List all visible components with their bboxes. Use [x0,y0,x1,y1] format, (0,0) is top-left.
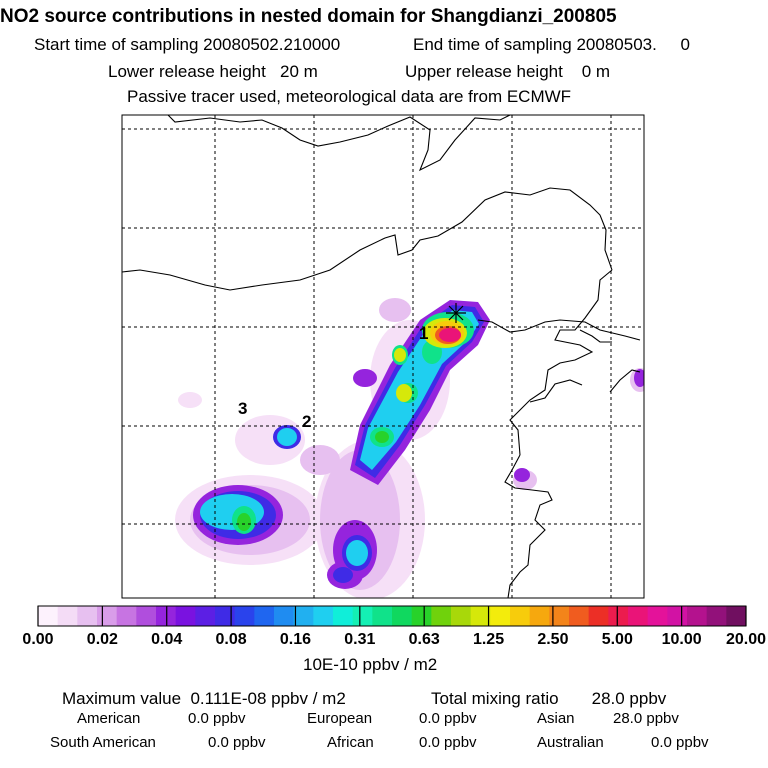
summary-label-australian: Australian [537,734,604,751]
site-label-3: 3 [238,399,247,418]
colorbar-cell [451,606,472,626]
colorbar-tick-label: 0.00 [22,631,54,648]
colorbar-tick-label: 0.04 [151,631,183,648]
summary-value-asian: 28.0 ppbv [613,710,679,727]
lat-lon-grid [122,115,644,598]
colorbar-cell [313,606,334,626]
colorbar-tick-label: 1.25 [472,631,505,648]
colorbar-tick-label: 10.00 [661,631,702,648]
colorbar-cell [293,606,314,626]
colorbar-cell [569,606,590,626]
summary-value-european: 0.0 ppbv [419,710,477,727]
colorbar-cell [333,606,354,626]
colorbar-cell [274,606,295,626]
colorbar-cell [549,606,570,626]
plot-title: NO2 source contributions in nested domai… [0,6,617,27]
start-sampling-text: Start time of sampling 20080502.210000 [34,35,341,54]
colorbar-cell [687,606,708,626]
summary-label-european: European [307,710,373,727]
colorbar-cell [510,606,531,626]
summary-label-asian: Asian [537,710,575,727]
colorbar-cell [97,606,118,626]
site-label-2: 2 [302,412,311,431]
colorbar-cell [116,606,137,626]
colorbar-cell [411,606,432,626]
colorbar-cell [726,606,747,626]
summary-value-south-american: 0.0 ppbv [208,734,266,751]
map-frame [121,114,645,599]
colorbar-cell [628,606,649,626]
colorbar-tick-label: 0.02 [86,631,118,648]
colorbar-cell [77,606,98,626]
summary-value-african: 0.0 ppbv [419,734,477,751]
colorbar-cell [352,606,373,626]
summary-value-american: 0.0 ppbv [188,710,246,727]
colorbar-cell [706,606,727,626]
tracer-note-text: Passive tracer used, meteorological data… [127,87,572,106]
total-mixing-ratio-text: Total mixing ratio 28.0 ppbv [431,689,667,708]
colorbar-ticks [37,606,747,626]
concentration-field [122,115,644,598]
colorbar-cell [215,606,236,626]
colorbar-tick-label: 20.00 [725,631,767,648]
coastline-lines [122,115,641,598]
summary-value-australian: 0.0 ppbv [651,734,709,751]
lower-release-text: Lower release height 20 m [108,62,318,81]
colorbar-cell [57,606,78,626]
asterisk-star-icon [446,303,466,323]
colorbar-cell [234,606,255,626]
colorbar-cell [195,606,216,626]
colorbar-cell [608,606,629,626]
colorbar-cell [490,606,511,626]
summary-label-african: African [327,734,374,751]
colorbar-cell [156,606,177,626]
colorbar-cell [38,606,59,626]
colorbar-tick-label: 0.08 [215,631,247,648]
colorbar-tick-label: 2.50 [537,631,569,648]
colorbar-cell [667,606,688,626]
colorbar-cell [136,606,157,626]
colorbar-cell [529,606,550,626]
colorbar-tick-label: 0.31 [344,631,376,648]
colorbar-tick-label: 0.63 [408,631,440,648]
summary-label-south-american: South American [50,734,156,751]
colorbar [37,605,747,627]
colorbar-cell [431,606,452,626]
colorbar-cell [647,606,668,626]
colorbar-unit: 10E-10 ppbv / m2 [303,655,438,674]
colorbar-tick-label: 5.00 [601,631,633,648]
colorbar-cell [372,606,393,626]
colorbar-tick-label: 0.16 [279,631,312,648]
colorbar-cell [470,606,491,626]
colorbar-cell [254,606,275,626]
colorbar-cell [588,606,609,626]
upper-release-text: Upper release height 0 m [405,62,611,81]
colorbar-cell [392,606,413,626]
end-sampling-text: End time of sampling 20080503. 0 [413,35,690,54]
summary-label-american: American [77,710,141,727]
maximum-value-text: Maximum value 0.111E-08 ppbv / m2 [62,689,346,708]
site-label-1: 1 [419,324,428,343]
colorbar-cell [175,606,196,626]
